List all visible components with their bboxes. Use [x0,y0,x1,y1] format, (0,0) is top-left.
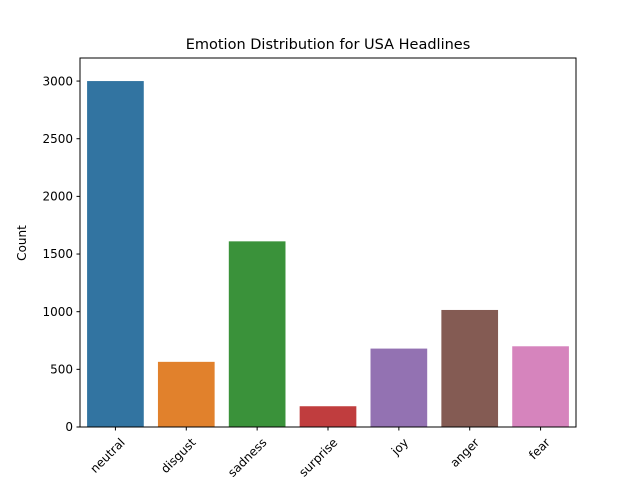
bar-neutral [87,81,144,427]
bar-disgust [157,361,215,427]
axes-frame [79,57,577,428]
y-tick-label: 2500 [42,132,73,146]
y-tick-label: 1500 [42,247,73,261]
bar-surprise [299,406,357,427]
y-tick-label: 3000 [42,74,73,88]
plot-area [87,81,569,427]
bar-sadness [228,241,286,427]
y-tick-label: 1000 [42,305,73,319]
bar-joy [370,348,428,427]
y-tick-label: 2000 [42,190,73,204]
bar-fear [512,346,569,427]
y-axis: 0 500 1000 1500 2000 2500 3000 [42,74,80,434]
y-tick-label: 0 [65,420,73,434]
bar-anger [441,309,499,427]
chart-title: Emotion Distribution for USA Headlines [186,37,471,53]
y-tick-label: 500 [50,363,73,377]
y-axis-label: Count [15,225,29,261]
